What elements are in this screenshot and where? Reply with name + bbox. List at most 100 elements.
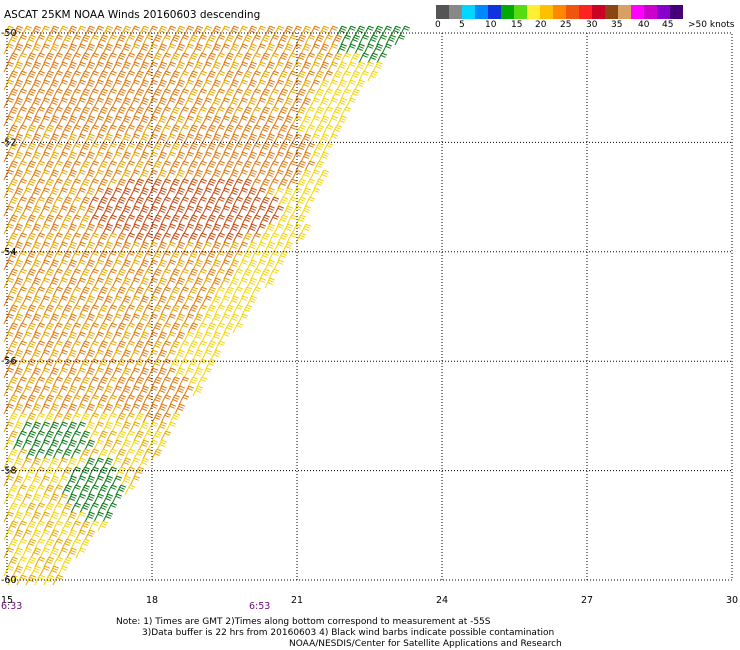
wind-barb	[138, 25, 149, 37]
wind-barb	[223, 286, 234, 298]
wind-barb	[156, 367, 167, 379]
wind-barb	[93, 241, 104, 253]
wind-barb	[93, 367, 104, 379]
wind-barb	[165, 25, 176, 37]
wind-barb	[237, 97, 248, 109]
wind-barb	[120, 187, 131, 199]
wind-barb	[52, 466, 63, 478]
wind-barb	[43, 196, 54, 208]
wind-barb	[309, 61, 320, 73]
wind-barb	[169, 160, 180, 172]
wind-barb	[295, 70, 306, 82]
wind-barb	[12, 241, 23, 253]
wind-barb	[237, 223, 248, 235]
wind-barb	[79, 52, 90, 64]
wind-barb	[268, 34, 279, 46]
wind-barb	[178, 34, 189, 46]
wind-barb	[282, 205, 293, 217]
wind-barb	[111, 349, 122, 361]
wind-barb	[259, 88, 270, 100]
wind-barb	[165, 97, 176, 109]
wind-barb	[39, 277, 50, 289]
wind-barb	[156, 43, 167, 55]
wind-barb	[259, 52, 270, 64]
wind-barb	[102, 205, 113, 217]
wind-barb	[48, 25, 59, 37]
wind-barb	[214, 124, 225, 136]
wind-barb	[34, 160, 45, 172]
wind-barb	[156, 421, 167, 433]
wind-barb	[120, 403, 131, 415]
wind-barb	[124, 160, 135, 172]
wind-barb	[210, 313, 221, 325]
wind-barb	[273, 187, 284, 199]
wind-barb	[147, 115, 158, 127]
wind-barb	[34, 520, 45, 532]
wind-barb	[21, 205, 32, 217]
wind-barb	[336, 25, 347, 37]
wind-barb	[147, 367, 158, 379]
wind-barb	[61, 250, 72, 262]
wind-barb	[75, 151, 86, 163]
wind-barb	[295, 34, 306, 46]
wind-barb	[250, 106, 261, 118]
wind-barb	[318, 43, 329, 55]
wind-barb	[30, 133, 41, 145]
wind-barb	[169, 412, 180, 424]
wind-barb	[156, 79, 167, 91]
wind-barb	[97, 70, 108, 82]
wind-barb	[25, 484, 36, 496]
wind-barb	[21, 79, 32, 91]
wind-barb	[187, 106, 198, 118]
wind-barb	[25, 52, 36, 64]
wind-barb	[214, 70, 225, 82]
wind-barb	[246, 79, 257, 91]
wind-barb	[151, 52, 162, 64]
wind-barb	[70, 196, 81, 208]
wind-barb	[16, 448, 27, 460]
wind-barb	[124, 412, 135, 424]
wind-barb	[39, 421, 50, 433]
wind-barb	[174, 223, 185, 235]
wind-barb	[115, 394, 126, 406]
wind-barb	[124, 70, 135, 82]
pass-time-labels: 6:33 6:53	[1, 601, 270, 612]
wind-barb	[259, 106, 270, 118]
wind-barb	[205, 268, 216, 280]
wind-barb	[88, 466, 99, 478]
wind-barb	[187, 124, 198, 136]
wind-barb	[133, 304, 144, 316]
wind-barb	[34, 106, 45, 118]
wind-barb	[34, 340, 45, 352]
wind-barb	[120, 457, 131, 469]
wind-barb	[93, 421, 104, 433]
wind-barb	[183, 169, 194, 181]
wind-barb	[57, 313, 68, 325]
wind-barb	[75, 349, 86, 361]
wind-barb	[273, 241, 284, 253]
wind-barb	[178, 232, 189, 244]
wind-barb	[237, 79, 248, 91]
wind-barb	[178, 376, 189, 388]
wind-barb	[205, 52, 216, 64]
wind-barb	[3, 169, 14, 181]
wind-barb	[111, 25, 122, 37]
wind-barb	[169, 232, 180, 244]
wind-barb	[300, 115, 311, 127]
wind-barb	[52, 196, 63, 208]
wind-barb	[30, 511, 41, 523]
wind-barb	[169, 88, 180, 100]
wind-barb	[345, 25, 356, 37]
wind-barb	[124, 88, 135, 100]
wind-barb	[291, 115, 302, 127]
wind-barb	[106, 430, 117, 442]
wind-barb	[111, 187, 122, 199]
wind-barb	[16, 520, 27, 532]
wind-barb	[210, 205, 221, 217]
wind-barb	[322, 52, 333, 64]
wind-barb	[106, 448, 117, 460]
wind-barb	[201, 205, 212, 217]
wind-barb	[376, 52, 387, 64]
wind-barb	[133, 322, 144, 334]
wind-barb	[318, 133, 329, 145]
